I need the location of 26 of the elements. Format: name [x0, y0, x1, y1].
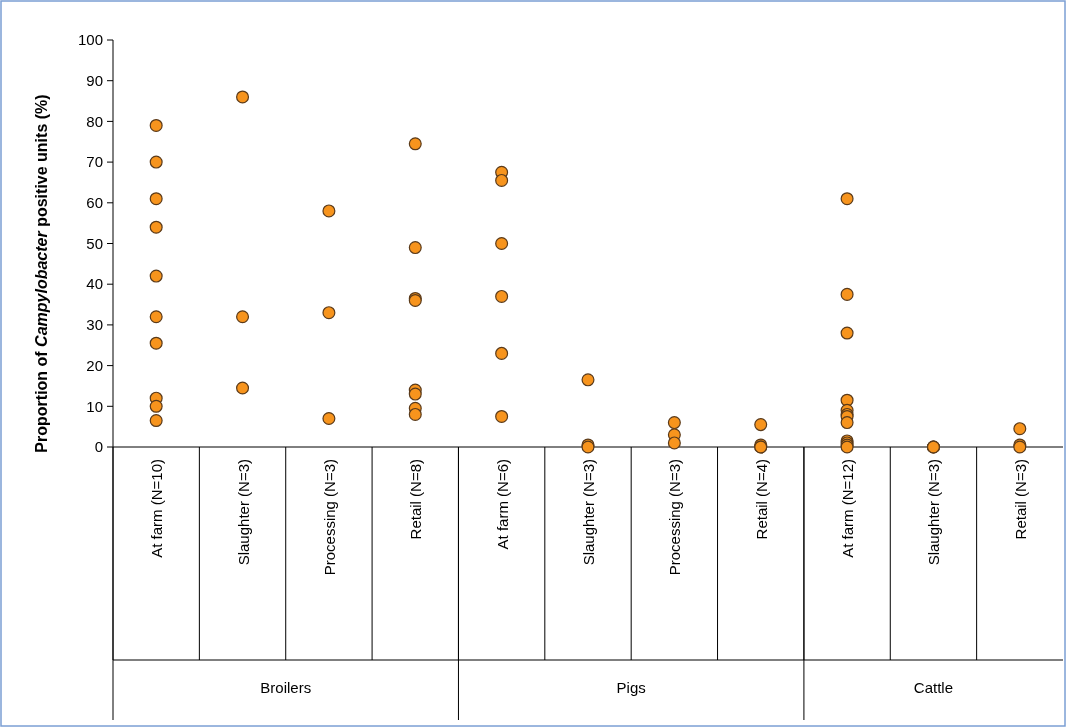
x-tick-label: Slaughter (N=3): [234, 459, 252, 566]
text: Broilers: [260, 679, 312, 696]
x-tick-label: At farm (N=12): [839, 459, 857, 558]
x-tick-label: Retail (N=8): [407, 459, 425, 540]
y-tick-label: 70: [86, 153, 103, 171]
text: Pigs: [616, 679, 646, 696]
y-tick-label: 30: [86, 316, 103, 334]
y-tick-label: 10: [86, 397, 103, 415]
y-tick-label: 80: [86, 112, 103, 130]
x-tick-label: Slaughter (N=3): [925, 459, 943, 566]
y-tick-label: 100: [77, 31, 103, 49]
x-tick-label: At farm (N=6): [493, 459, 511, 550]
y-tick-label: 90: [86, 71, 103, 89]
x-tick-label: Retail (N=4): [752, 459, 770, 540]
text: Cattle: [913, 679, 954, 696]
y-tick-label: 0: [94, 438, 103, 456]
y-tick-label: 40: [86, 275, 103, 293]
y-tick-label: 20: [86, 356, 103, 374]
y-axis-title: Proportion of Campylobacter positive units (%): [33, 94, 50, 453]
x-tick-label: Processing (N=3): [320, 459, 338, 576]
y-tick-label: 50: [86, 234, 103, 252]
y-tick-label: 60: [86, 194, 103, 212]
x-tick-label: Retail (N=3): [1011, 459, 1029, 540]
x-tick-label: Processing (N=3): [666, 459, 684, 576]
x-tick-label: At farm (N=10): [148, 459, 166, 558]
x-tick-label: Slaughter (N=3): [580, 459, 597, 566]
